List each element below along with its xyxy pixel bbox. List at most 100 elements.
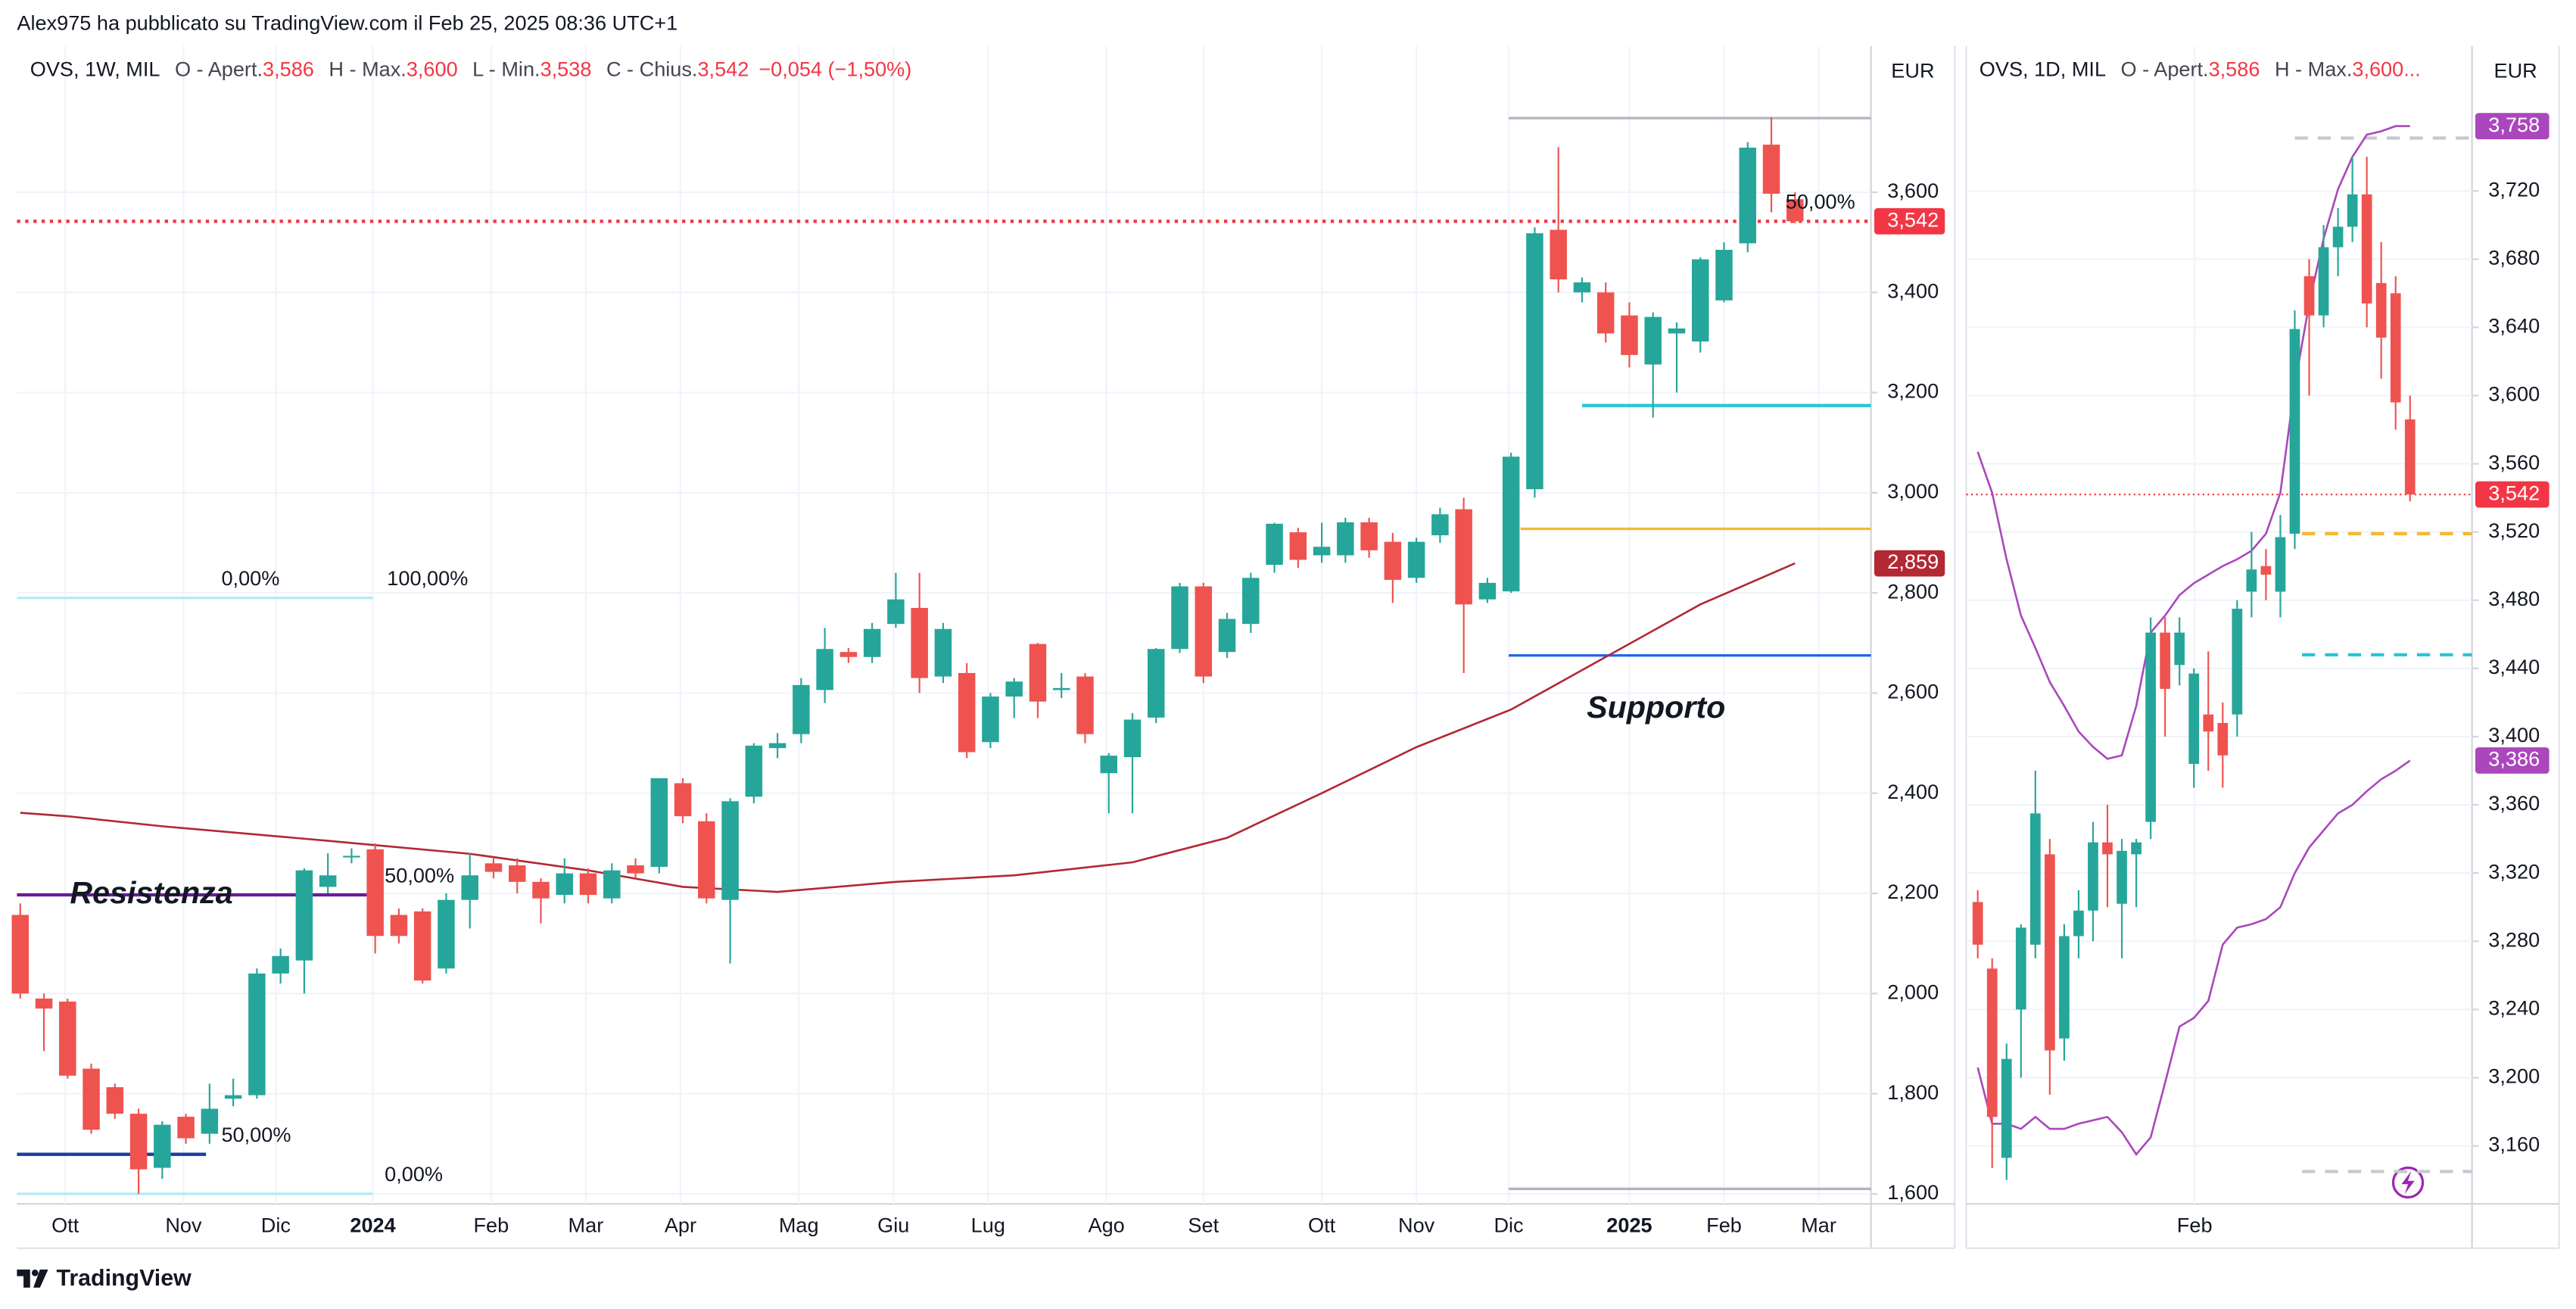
price-badge (1874, 550, 1945, 577)
candle-body (2045, 854, 2055, 1051)
candle-body (59, 1001, 76, 1076)
y-tick-label: 3,480 (2488, 587, 2540, 610)
candle-body (934, 628, 952, 677)
candle-body (1195, 586, 1213, 677)
candle-body (2404, 419, 2416, 495)
candle-body (248, 973, 266, 1096)
candle-body (887, 599, 905, 625)
candle-body (2174, 632, 2185, 665)
x-tick-label: Nov (165, 1214, 202, 1237)
alert-icon[interactable] (2391, 1166, 2425, 1199)
y-tick-label: 3,400 (2488, 723, 2540, 746)
candle-body (2117, 850, 2127, 904)
candle-body (1715, 249, 1733, 301)
candle-body (2188, 673, 2200, 765)
candle-body (1972, 902, 1983, 945)
legend-key: O - Apert. (2121, 57, 2209, 80)
annotation: 50,00% (1786, 190, 1855, 213)
x-tick-label: Mar (1801, 1214, 1836, 1237)
candle-body (1621, 315, 1638, 355)
candle-body (958, 672, 976, 753)
candle-body (745, 745, 763, 797)
candle-body (1384, 541, 1402, 580)
candle-body (2375, 282, 2387, 338)
y-tick-label: 3,680 (2488, 245, 2540, 269)
y-tick-label: 3,400 (1887, 279, 1939, 302)
x-tick-label: Feb (473, 1214, 509, 1237)
candle-body (1502, 457, 1520, 592)
candle-body (2275, 537, 2286, 592)
price-badge (2475, 747, 2550, 774)
x-tick-label: Apr (665, 1214, 696, 1237)
candle-body (1242, 578, 1260, 625)
candle-body (2217, 722, 2229, 756)
x-tick-label: Ago (1088, 1214, 1124, 1237)
candle-body (438, 899, 455, 969)
charts: 1,600 1,800 2,000 2,200 2,400 2,600 2,800 3,000… (11, 45, 2550, 1237)
candle-body (627, 865, 644, 874)
candle-body (1407, 541, 1425, 578)
y-tick-label: 3,200 (1887, 379, 1939, 403)
x-tick-label: Mar (568, 1214, 604, 1237)
candle-body (1455, 509, 1472, 605)
candle-body (1668, 328, 1686, 334)
price-badge-label: 3,542 (2488, 481, 2540, 504)
alert-icon-bolt[interactable] (2401, 1170, 2415, 1195)
candle-body (154, 1124, 171, 1168)
logo-part (31, 1269, 39, 1276)
annotation: 0,00% (385, 1162, 443, 1186)
annotation: 100,00% (387, 566, 468, 590)
x-tick-label: 2025 (1606, 1214, 1652, 1237)
candle-body (1005, 681, 1023, 697)
candle-body (106, 1087, 124, 1114)
candle-body (390, 915, 408, 937)
legend-value: 3,586 (2209, 57, 2260, 80)
x-tick-label: Feb (1706, 1214, 1742, 1237)
candle-body (556, 873, 574, 896)
candle-body (793, 684, 810, 734)
candle-body (272, 955, 289, 974)
x-tick-label: Set (1188, 1214, 1219, 1237)
x-tick-label: Feb (2177, 1214, 2213, 1237)
x-tick-label: Mag (779, 1214, 819, 1237)
x-tick-label: Ott (1308, 1214, 1336, 1237)
candle-body (201, 1108, 219, 1134)
candle-body (1691, 259, 1709, 342)
y-tick-label: 3,720 (2488, 177, 2540, 201)
candle-body (2246, 569, 2257, 592)
alert-icon-ring[interactable] (2391, 1166, 2425, 1199)
candle-body (1360, 522, 1378, 550)
candle-body (2145, 632, 2156, 822)
overlay-line (1976, 125, 2410, 760)
candle-body (343, 856, 360, 858)
y-tick-label: 2,600 (1887, 680, 1939, 703)
candle-body (2015, 927, 2026, 1010)
y-tick-label: 2,400 (1887, 780, 1939, 803)
y-tick-label: 3,320 (2488, 859, 2540, 883)
candle-body (2303, 276, 2315, 316)
candle-body (982, 697, 999, 743)
candle-body (721, 801, 739, 900)
legend-symbol: OVS, 1W, MIL (30, 57, 160, 80)
x-tick-label: Giu (877, 1214, 909, 1237)
candle-body (2232, 609, 2243, 715)
overlay-line (20, 562, 1796, 893)
candle-body (1431, 514, 1449, 536)
y-tick-label: 3,160 (2488, 1133, 2540, 1156)
candle-body (2390, 293, 2401, 403)
y-tick-label: 2,800 (1887, 579, 1939, 603)
legend-symbol: OVS, 1D, MIL (1980, 57, 2106, 80)
legend-change: −0,054 (−1,50%) (758, 57, 911, 80)
annotation: Resistenza (70, 875, 232, 910)
candle-body (1573, 282, 1591, 293)
candle-body (2073, 910, 2084, 937)
candle-body (579, 873, 597, 896)
y-tick-label: 3,360 (2488, 791, 2540, 815)
candle-body (1739, 148, 1757, 244)
price-badge-label: 2,859 (1887, 550, 1939, 573)
y-tick-label: 3,520 (2488, 519, 2540, 542)
price-badge (1874, 207, 1945, 235)
candle-body (863, 628, 881, 657)
